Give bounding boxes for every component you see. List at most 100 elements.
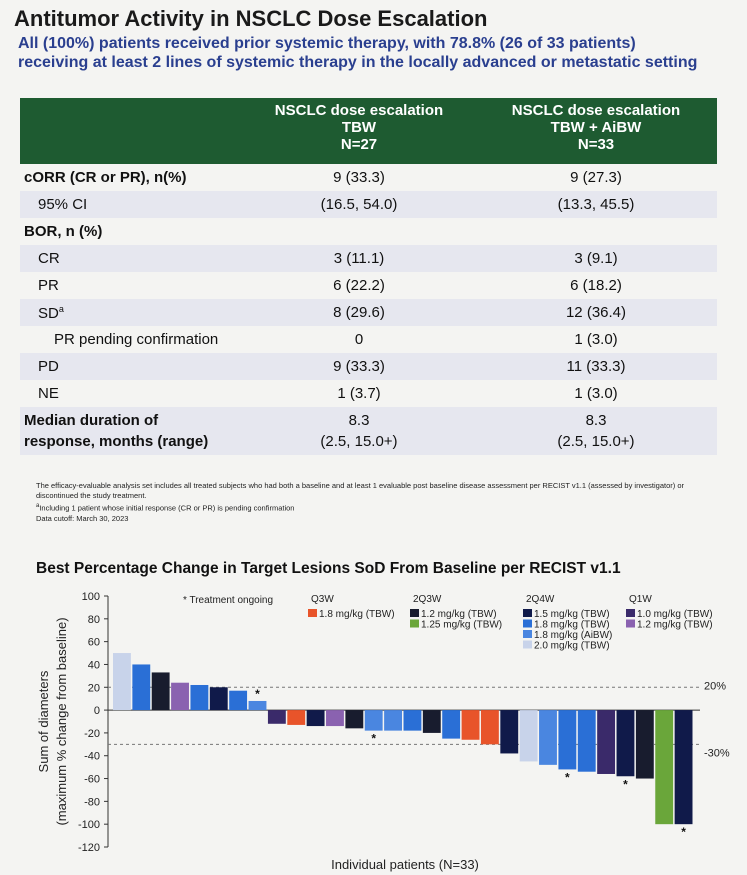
y-tick-label: -60: [84, 774, 100, 786]
legend-entry-label: 1.2 mg/kg (TBW): [637, 620, 713, 631]
bar: [539, 710, 557, 765]
legend-entry-label: 1.25 mg/kg (TBW): [421, 620, 502, 631]
legend-swatch: [626, 609, 635, 617]
efficacy-table-container: NSCLC dose escalation TBW N=27 NSCLC dos…: [20, 98, 717, 455]
y-axis-label-line2: (maximum % change from baseline): [54, 617, 69, 825]
bar: [326, 710, 344, 727]
row-label-line1: Median duration of: [24, 412, 159, 429]
legend-swatch: [410, 609, 419, 617]
table-row-corr: cORR (CR or PR), n(%) 9 (33.3) 9 (27.3): [20, 164, 717, 191]
legend-entry-label: 1.8 mg/kg (AiBW): [534, 630, 612, 641]
table-row-cr: CR 3 (11.1) 3 (9.1): [20, 245, 717, 272]
row-label: BOR, n (%): [20, 218, 243, 245]
table-row-median-duration: Median duration of response, months (ran…: [20, 407, 717, 455]
legend: * Treatment ongoing Q3W 2Q3W 2Q4W Q1W 1.8 mg/…: [183, 594, 713, 652]
cell-aibw: 9 (27.3): [475, 164, 717, 191]
y-tick-label: 80: [88, 614, 100, 626]
cell-tbw: (16.5, 54.0): [243, 191, 475, 218]
y-tick-label: 40: [88, 659, 100, 671]
row-label: CR: [20, 245, 243, 272]
ongoing-marker: *: [623, 777, 628, 791]
y-tick-label: -100: [78, 819, 100, 831]
cell-aibw: 3 (9.1): [475, 245, 717, 272]
table-header-row: NSCLC dose escalation TBW N=27 NSCLC dos…: [20, 98, 717, 164]
cell-aibw: 11 (33.3): [475, 353, 717, 380]
header-tbw-line2: TBW: [341, 119, 377, 136]
y-tick-label: -80: [84, 796, 100, 808]
legend-swatch: [308, 609, 317, 617]
cell-tbw: 9 (33.3): [243, 353, 475, 380]
page-title: Antitumor Activity in NSCLC Dose Escalat…: [14, 6, 488, 31]
bar: [384, 710, 402, 731]
y-tick-label: 60: [88, 637, 100, 649]
footnote-sd-sup: a: [36, 503, 40, 509]
legend-entry-label: 1.5 mg/kg (TBW): [534, 609, 610, 620]
bar: [597, 710, 616, 774]
footnotes: The efficacy-evaluable analysis set incl…: [36, 481, 696, 524]
y-tick-label: 0: [94, 705, 100, 717]
bar: [267, 710, 286, 724]
cell-tbw: 8.3 (2.5, 15.0+): [243, 407, 475, 455]
bar: [422, 710, 441, 733]
bar: [248, 700, 267, 711]
header-aibw-line2: TBW + AiBW: [550, 119, 642, 136]
waterfall-chart: 20% -30% 100 80 60 40 20 0 -20 -40 -60 -80 -100 -120…: [36, 591, 730, 872]
legend-entry-label: 2.0 mg/kg (TBW): [534, 641, 610, 652]
bar: [616, 710, 635, 777]
bar: [113, 653, 131, 711]
legend-swatch: [523, 619, 532, 628]
row-label: PR: [20, 272, 243, 299]
bar: [209, 687, 228, 711]
bar: [442, 710, 461, 739]
row-label-line2: response, months (range): [24, 433, 209, 450]
y-tick-label: -120: [78, 842, 100, 854]
y-tick-label: -40: [84, 751, 100, 763]
y-tick-labels: 100 80 60 40 20 0 -20 -40 -60 -80 -100 -120: [78, 591, 108, 854]
cell-aibw: (13.3, 45.5): [475, 191, 717, 218]
y-tick-label: 100: [82, 591, 100, 603]
cell-aibw: [475, 218, 717, 245]
y-tick-label: 20: [88, 682, 100, 694]
y-axis-label-line1: Sum of diameters: [36, 670, 51, 772]
header-aibw-line3: N=33: [577, 136, 615, 153]
row-label: NE: [20, 380, 243, 407]
cell-aibw: 1 (3.0): [475, 380, 717, 407]
footnote-sd: aIncluding 1 patient whose initial respo…: [36, 501, 696, 514]
y-tick-label: -20: [84, 728, 100, 740]
row-label-text: SD: [38, 304, 59, 322]
header-aibw-line1: NSCLC dose escalation: [511, 102, 681, 119]
table-row-pd: PD 9 (33.3) 11 (33.3): [20, 353, 717, 380]
legend-entry-label: 1.2 mg/kg (TBW): [421, 609, 497, 620]
bar: [132, 664, 151, 711]
ongoing-marker: *: [565, 770, 570, 784]
cell-aibw-line1: 8.3: [585, 412, 607, 429]
legend-entry-label: 1.8 mg/kg (TBW): [319, 609, 395, 620]
bar: [519, 710, 538, 762]
ongoing-markers: * * * * *: [255, 687, 686, 839]
bar: [635, 710, 654, 779]
x-axis-label: Individual patients (N=33): [331, 857, 479, 872]
cell-tbw: 1 (3.7): [243, 380, 475, 407]
bar: [500, 710, 519, 754]
table-row-bor: BOR, n (%): [20, 218, 717, 245]
bar: [364, 710, 383, 731]
bar: [306, 710, 325, 727]
cell-tbw-line2: (2.5, 15.0+): [320, 433, 398, 450]
footnote-analysis-set: The efficacy-evaluable analysis set incl…: [36, 481, 685, 500]
chart-title: Best Percentage Change in Target Lesions…: [36, 560, 621, 577]
legend-swatch: [523, 609, 532, 617]
bar: [229, 690, 248, 711]
reference-line-label: -30%: [704, 747, 730, 759]
header-tbw-line1: NSCLC dose escalation: [274, 102, 444, 119]
row-label: PR pending confirmation: [20, 326, 243, 353]
table-row-ne: NE 1 (3.7) 1 (3.0): [20, 380, 717, 407]
legend-swatch: [626, 619, 635, 628]
cell-aibw: 6 (18.2): [475, 272, 717, 299]
cell-tbw: 8 (29.6): [243, 299, 475, 326]
table-row-ci: 95% CI (16.5, 54.0) (13.3, 45.5): [20, 191, 717, 218]
cell-tbw: 3 (11.1): [243, 245, 475, 272]
legend-schedule-header: 2Q4W: [526, 594, 555, 605]
row-label: SDa: [20, 299, 243, 326]
table-row-sd: SDa 8 (29.6) 12 (36.4): [20, 299, 717, 326]
header-tbw: NSCLC dose escalation TBW N=27: [243, 98, 475, 164]
